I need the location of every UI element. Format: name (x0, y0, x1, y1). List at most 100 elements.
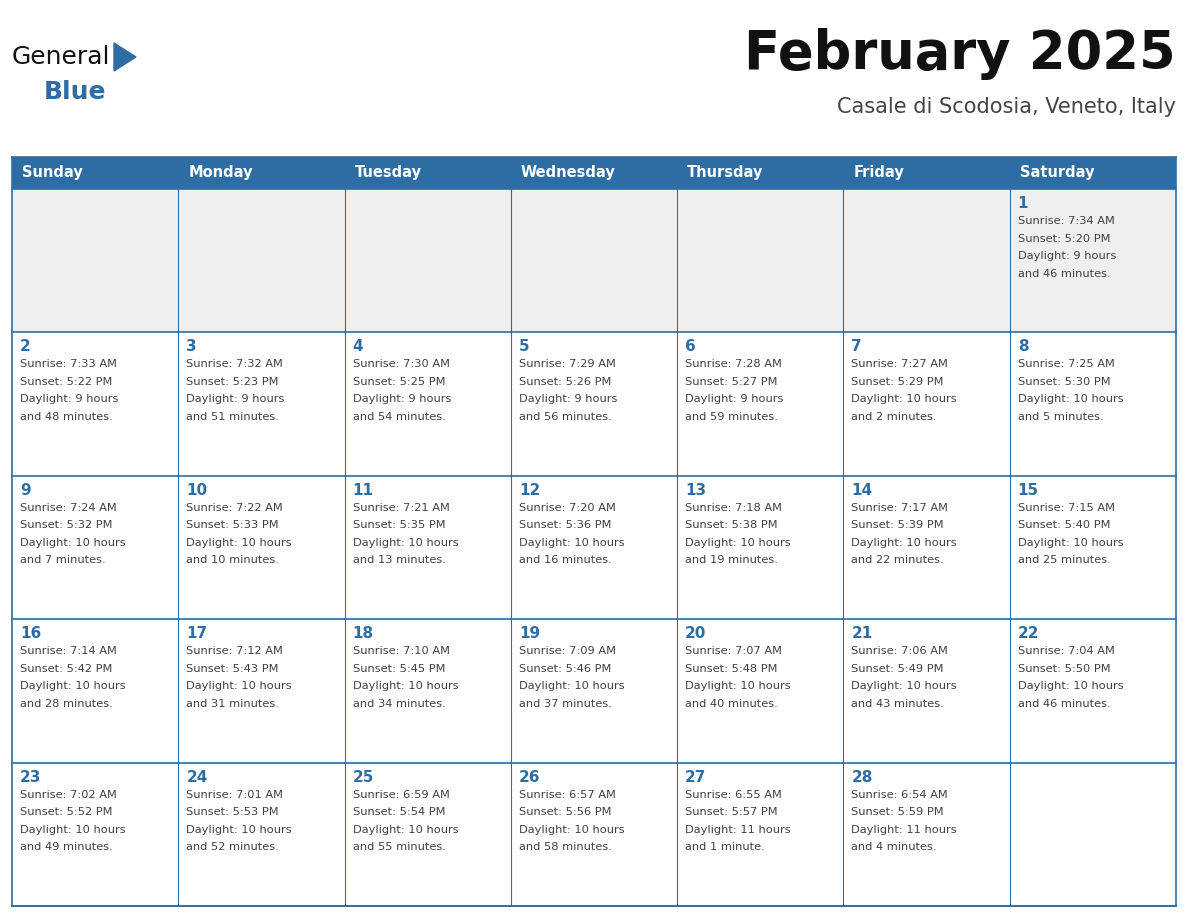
Text: Thursday: Thursday (687, 165, 764, 181)
Text: 15: 15 (1018, 483, 1038, 498)
Bar (178, 332, 345, 476)
Text: Wednesday: Wednesday (520, 165, 615, 181)
Text: Sunrise: 7:14 AM: Sunrise: 7:14 AM (20, 646, 116, 656)
Text: Sunday: Sunday (23, 165, 83, 181)
Text: 25: 25 (353, 769, 374, 785)
Text: and 7 minutes.: and 7 minutes. (20, 555, 106, 565)
Bar (843, 763, 1010, 906)
Text: Sunrise: 6:59 AM: Sunrise: 6:59 AM (353, 789, 449, 800)
Text: Sunset: 5:22 PM: Sunset: 5:22 PM (20, 377, 113, 386)
Text: Sunset: 5:46 PM: Sunset: 5:46 PM (519, 664, 612, 674)
Text: 4: 4 (353, 340, 364, 354)
Text: Sunset: 5:42 PM: Sunset: 5:42 PM (20, 664, 113, 674)
Text: Daylight: 10 hours: Daylight: 10 hours (852, 538, 958, 548)
Text: Sunset: 5:56 PM: Sunset: 5:56 PM (519, 807, 612, 817)
Bar (12, 189, 178, 332)
Text: Sunset: 5:26 PM: Sunset: 5:26 PM (519, 377, 612, 386)
Text: Sunset: 5:43 PM: Sunset: 5:43 PM (187, 664, 279, 674)
Text: Daylight: 10 hours: Daylight: 10 hours (353, 824, 459, 834)
Text: 5: 5 (519, 340, 530, 354)
Text: Sunrise: 7:28 AM: Sunrise: 7:28 AM (685, 360, 782, 369)
Text: Sunset: 5:36 PM: Sunset: 5:36 PM (519, 521, 612, 531)
Text: Sunset: 5:27 PM: Sunset: 5:27 PM (685, 377, 778, 386)
Text: and 13 minutes.: and 13 minutes. (353, 555, 446, 565)
Text: 17: 17 (187, 626, 208, 641)
Text: Sunrise: 7:24 AM: Sunrise: 7:24 AM (20, 503, 116, 513)
Text: Daylight: 10 hours: Daylight: 10 hours (20, 538, 126, 548)
Text: and 1 minute.: and 1 minute. (685, 842, 765, 852)
Text: Daylight: 10 hours: Daylight: 10 hours (519, 824, 625, 834)
Text: Sunrise: 6:55 AM: Sunrise: 6:55 AM (685, 789, 782, 800)
Text: Sunrise: 6:57 AM: Sunrise: 6:57 AM (519, 789, 615, 800)
Text: Blue: Blue (44, 80, 107, 104)
Text: Daylight: 10 hours: Daylight: 10 hours (20, 824, 126, 834)
Text: Daylight: 9 hours: Daylight: 9 hours (685, 395, 784, 405)
Text: Sunset: 5:40 PM: Sunset: 5:40 PM (1018, 521, 1111, 531)
Bar (843, 332, 1010, 476)
Text: Sunrise: 7:07 AM: Sunrise: 7:07 AM (685, 646, 782, 656)
Text: 2: 2 (20, 340, 31, 354)
Text: Daylight: 9 hours: Daylight: 9 hours (187, 395, 285, 405)
Bar (677, 763, 843, 906)
Text: Sunrise: 7:20 AM: Sunrise: 7:20 AM (519, 503, 615, 513)
Text: and 58 minutes.: and 58 minutes. (519, 842, 612, 852)
Text: Daylight: 10 hours: Daylight: 10 hours (187, 538, 292, 548)
Bar (677, 157, 843, 189)
Text: Sunrise: 7:22 AM: Sunrise: 7:22 AM (187, 503, 283, 513)
Bar (511, 332, 677, 476)
Text: 3: 3 (187, 340, 197, 354)
Text: and 28 minutes.: and 28 minutes. (20, 699, 113, 709)
Text: and 51 minutes.: and 51 minutes. (187, 412, 279, 422)
Text: and 25 minutes.: and 25 minutes. (1018, 555, 1111, 565)
Text: Daylight: 10 hours: Daylight: 10 hours (852, 681, 958, 691)
Text: Saturday: Saturday (1019, 165, 1094, 181)
Text: Sunset: 5:52 PM: Sunset: 5:52 PM (20, 807, 113, 817)
Bar (511, 157, 677, 189)
Text: 21: 21 (852, 626, 873, 641)
Text: and 49 minutes.: and 49 minutes. (20, 842, 113, 852)
Text: 8: 8 (1018, 340, 1029, 354)
Text: Daylight: 9 hours: Daylight: 9 hours (519, 395, 618, 405)
Bar (511, 189, 677, 332)
Text: Sunset: 5:25 PM: Sunset: 5:25 PM (353, 377, 446, 386)
Text: and 34 minutes.: and 34 minutes. (353, 699, 446, 709)
Text: and 56 minutes.: and 56 minutes. (519, 412, 612, 422)
Text: and 31 minutes.: and 31 minutes. (187, 699, 279, 709)
Text: Daylight: 10 hours: Daylight: 10 hours (20, 681, 126, 691)
Text: Daylight: 9 hours: Daylight: 9 hours (20, 395, 119, 405)
Bar (843, 620, 1010, 763)
Text: and 4 minutes.: and 4 minutes. (852, 842, 937, 852)
Text: 14: 14 (852, 483, 872, 498)
Bar (345, 189, 511, 332)
Bar (511, 476, 677, 620)
Text: Daylight: 10 hours: Daylight: 10 hours (187, 824, 292, 834)
Text: and 55 minutes.: and 55 minutes. (353, 842, 446, 852)
Text: Sunset: 5:59 PM: Sunset: 5:59 PM (852, 807, 944, 817)
Text: and 10 minutes.: and 10 minutes. (187, 555, 279, 565)
Text: 6: 6 (685, 340, 696, 354)
Text: Daylight: 10 hours: Daylight: 10 hours (1018, 538, 1124, 548)
Text: Sunset: 5:54 PM: Sunset: 5:54 PM (353, 807, 446, 817)
Text: Sunset: 5:20 PM: Sunset: 5:20 PM (1018, 233, 1111, 243)
Bar (1010, 763, 1176, 906)
Text: Sunrise: 7:17 AM: Sunrise: 7:17 AM (852, 503, 948, 513)
Text: Sunrise: 7:12 AM: Sunrise: 7:12 AM (187, 646, 283, 656)
Text: and 19 minutes.: and 19 minutes. (685, 555, 778, 565)
Text: Daylight: 10 hours: Daylight: 10 hours (353, 538, 459, 548)
Text: 12: 12 (519, 483, 541, 498)
Text: 22: 22 (1018, 626, 1040, 641)
Bar (12, 476, 178, 620)
Text: and 37 minutes.: and 37 minutes. (519, 699, 612, 709)
Text: General: General (12, 45, 110, 69)
Bar (12, 332, 178, 476)
Text: Sunset: 5:23 PM: Sunset: 5:23 PM (187, 377, 279, 386)
Text: Sunset: 5:33 PM: Sunset: 5:33 PM (187, 521, 279, 531)
Text: 19: 19 (519, 626, 541, 641)
Bar (178, 157, 345, 189)
Text: and 43 minutes.: and 43 minutes. (852, 699, 944, 709)
Text: Sunrise: 6:54 AM: Sunrise: 6:54 AM (852, 789, 948, 800)
Text: Daylight: 10 hours: Daylight: 10 hours (685, 538, 791, 548)
Text: 7: 7 (852, 340, 862, 354)
Bar (843, 189, 1010, 332)
Text: Daylight: 10 hours: Daylight: 10 hours (685, 681, 791, 691)
